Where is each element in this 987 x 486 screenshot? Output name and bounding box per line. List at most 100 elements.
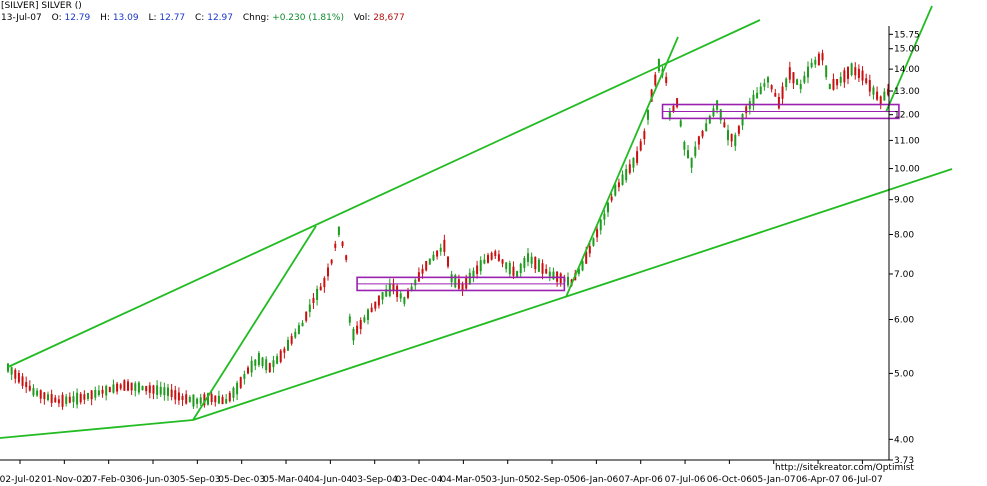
candle-body (174, 390, 177, 400)
candle-body (432, 254, 435, 261)
candle-body (610, 196, 613, 201)
candle-body (719, 109, 722, 121)
x-tick-label: 06-Jul-07 (842, 475, 883, 485)
candlestick-series (7, 49, 889, 410)
y-axis: 15.75 15.00 14.00 13.00 12.00 11.00 10.00 9.00 8… (888, 26, 920, 466)
candle-body (83, 394, 86, 400)
candle-body (301, 322, 304, 327)
x-tick-label: 07-Apr-06 (619, 475, 663, 485)
y-tick-label: 7.00 (894, 270, 914, 280)
close-label: C: (195, 13, 205, 23)
candle-body (759, 86, 762, 95)
candle-body (192, 394, 195, 407)
candle-body (123, 380, 126, 391)
candle-body (657, 59, 660, 71)
candle-body (705, 123, 708, 132)
candle-body (425, 261, 428, 271)
candle-body (690, 157, 693, 168)
candle-body (777, 96, 780, 109)
candle-body (181, 396, 184, 401)
candle-body (625, 169, 628, 181)
volume-label: Vol: (353, 13, 371, 23)
candle-body (21, 376, 24, 386)
candle-body (548, 271, 551, 277)
close-value: 12.97 (207, 13, 233, 23)
candle-body (294, 331, 297, 338)
candle-body (476, 265, 479, 275)
candle-body (392, 283, 395, 291)
candle-body (701, 131, 704, 137)
candle-body (352, 329, 355, 341)
candle-body (508, 262, 511, 274)
candle-body (857, 68, 860, 78)
candle-body (643, 131, 646, 140)
candle-body (279, 350, 282, 362)
candle-body (141, 385, 144, 391)
credit-text: http://sitekreator.com/Optimist (775, 463, 914, 473)
candle-body (28, 385, 31, 391)
quote-header: [SILVER] SILVER () 13-Jul-07 O: 12.79 H:… (0, 0, 987, 26)
change-label: Chng: (242, 13, 270, 23)
candle-body (79, 393, 82, 403)
candle-body (617, 182, 620, 188)
candle-body (596, 229, 599, 238)
candle-body (523, 258, 526, 268)
candle-body (868, 80, 871, 92)
trendline (0, 419, 194, 439)
candle-body (737, 126, 740, 134)
candle-body (87, 392, 89, 399)
candle-body (152, 385, 155, 394)
candle-body (105, 385, 108, 396)
candle-body (236, 382, 239, 395)
candle-body (127, 381, 129, 391)
candle-body (207, 393, 209, 405)
candle-body (770, 85, 773, 90)
candle-body (588, 246, 591, 254)
candle-body (381, 292, 384, 300)
y-tick-label: 5.00 (894, 369, 914, 379)
candle-body (337, 226, 340, 235)
candle-body (359, 320, 362, 330)
candle-body (468, 272, 471, 284)
x-tick-label: 06-Jun-03 (131, 475, 175, 485)
candle-body (876, 91, 879, 100)
candle-body (665, 76, 668, 83)
candle-body (479, 260, 482, 272)
candle-body (501, 259, 504, 264)
candle-body (734, 134, 737, 147)
trendlines (0, 5, 953, 439)
candle-body (850, 63, 853, 75)
candle-body (694, 146, 697, 157)
x-tick-label: 06-Jan-06 (574, 475, 618, 485)
candle-body (883, 91, 886, 101)
candle-body (239, 377, 242, 388)
candle-body (519, 263, 522, 274)
trendline (192, 225, 317, 421)
candle-body (712, 108, 715, 117)
candle-body (447, 256, 449, 267)
candle-body (599, 219, 602, 231)
trendline (192, 168, 953, 421)
candle-body (261, 357, 264, 367)
candle-body (72, 396, 75, 403)
y-tick-label: 4.00 (894, 435, 914, 445)
candle-body (723, 122, 726, 128)
candle-body (276, 356, 279, 364)
candle-body (497, 254, 500, 261)
candle-body (567, 276, 569, 286)
candle-body (327, 267, 329, 277)
y-tick-label: 15.75 (894, 30, 920, 40)
candle-body (581, 260, 584, 271)
y-tick-label: 3.73 (894, 456, 914, 466)
y-tick-label: 6.00 (894, 316, 914, 326)
candle-body (741, 114, 744, 126)
candle-body (745, 106, 748, 114)
candle-body (756, 92, 759, 99)
candle-body (167, 387, 169, 396)
candle-body (247, 367, 249, 374)
x-tick-label: 03-Sep-04 (352, 475, 399, 485)
candle-body (697, 136, 700, 145)
candle-body (774, 93, 777, 97)
candle-body (821, 53, 824, 61)
candle-body (163, 387, 166, 396)
